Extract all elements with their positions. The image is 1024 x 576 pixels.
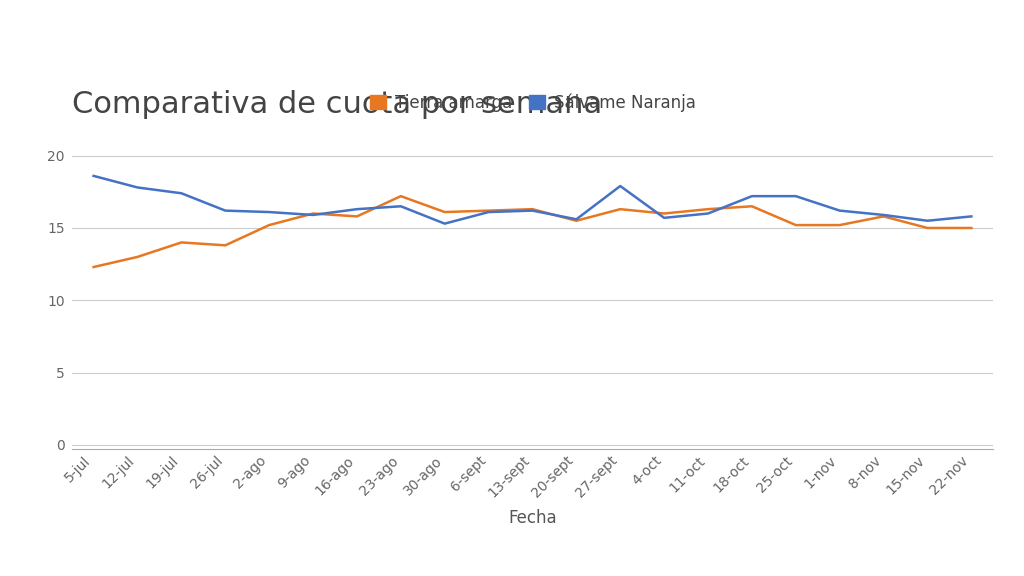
Text: Comparativa de cuota por semana: Comparativa de cuota por semana <box>72 90 602 119</box>
X-axis label: Fecha: Fecha <box>508 509 557 527</box>
Legend: Tierra amarga, Sálvame Naranja: Tierra amarga, Sálvame Naranja <box>370 93 695 112</box>
